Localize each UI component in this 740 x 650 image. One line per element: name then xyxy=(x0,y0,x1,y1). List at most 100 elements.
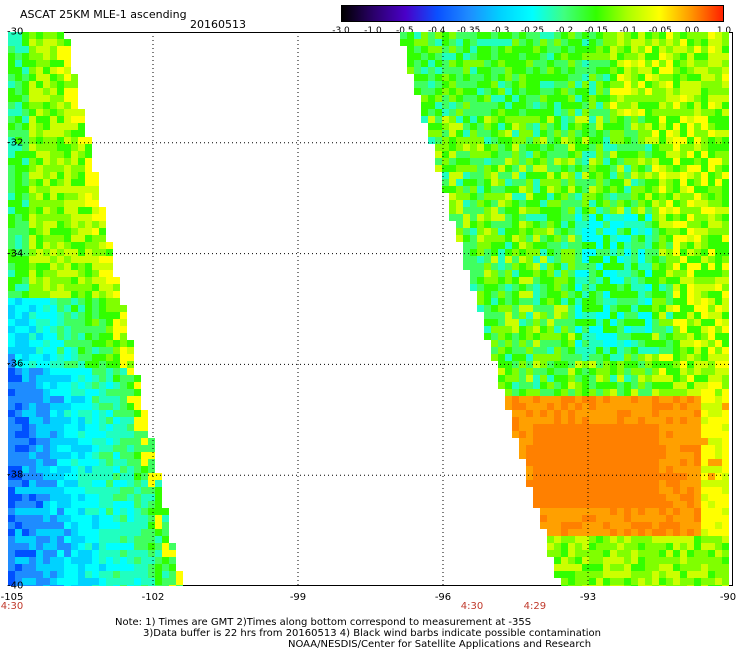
wind-cell xyxy=(589,312,596,319)
wind-cell xyxy=(561,207,568,214)
wind-cell xyxy=(71,501,78,508)
wind-cell xyxy=(442,74,449,81)
wind-cell xyxy=(141,438,148,445)
wind-cell xyxy=(666,200,673,207)
wind-cell xyxy=(631,480,638,487)
wind-cell xyxy=(708,263,715,270)
wind-cell xyxy=(85,144,92,151)
wind-cell xyxy=(715,123,722,130)
wind-cell xyxy=(561,536,568,543)
wind-cell xyxy=(127,487,134,494)
wind-cell xyxy=(526,298,533,305)
wind-cell xyxy=(470,46,477,53)
wind-cell xyxy=(673,305,680,312)
wind-cell xyxy=(57,522,64,529)
wind-cell xyxy=(568,361,575,368)
wind-cell xyxy=(414,32,421,39)
wind-cell xyxy=(540,361,547,368)
wind-cell xyxy=(673,431,680,438)
wind-cell xyxy=(680,347,687,354)
wind-cell xyxy=(498,81,505,88)
wind-cell xyxy=(15,214,22,221)
wind-cell xyxy=(561,242,568,249)
wind-cell xyxy=(29,32,36,39)
wind-cell xyxy=(666,228,673,235)
wind-cell xyxy=(491,256,498,263)
wind-cell xyxy=(99,207,106,214)
wind-cell xyxy=(568,298,575,305)
wind-cell xyxy=(624,368,631,375)
wind-cell xyxy=(85,466,92,473)
wind-cell xyxy=(554,319,561,326)
wind-cell xyxy=(99,249,106,256)
wind-cell xyxy=(50,109,57,116)
wind-cell xyxy=(561,487,568,494)
wind-cell xyxy=(631,501,638,508)
wind-cell xyxy=(505,298,512,305)
wind-cell xyxy=(8,221,15,228)
wind-cell xyxy=(701,529,708,536)
wind-cell xyxy=(694,459,701,466)
wind-cell xyxy=(106,326,113,333)
wind-cell xyxy=(36,235,43,242)
wind-cell xyxy=(85,305,92,312)
wind-cell xyxy=(505,389,512,396)
wind-cell xyxy=(589,221,596,228)
wind-cell xyxy=(533,340,540,347)
wind-cell xyxy=(561,473,568,480)
wind-cell xyxy=(92,424,99,431)
wind-cell xyxy=(554,508,561,515)
wind-cell xyxy=(631,396,638,403)
wind-cell xyxy=(470,144,477,151)
wind-cell xyxy=(638,53,645,60)
wind-cell xyxy=(22,53,29,60)
wind-cell xyxy=(624,123,631,130)
wind-cell xyxy=(652,361,659,368)
wind-cell xyxy=(526,403,533,410)
wind-cell xyxy=(15,46,22,53)
wind-cell xyxy=(512,347,519,354)
wind-cell xyxy=(631,214,638,221)
wind-cell xyxy=(8,333,15,340)
wind-cell xyxy=(463,74,470,81)
wind-cell xyxy=(582,585,589,586)
wind-cell xyxy=(78,564,85,571)
wind-cell xyxy=(568,410,575,417)
wind-cell xyxy=(554,67,561,74)
wind-cell xyxy=(617,459,624,466)
wind-cell xyxy=(43,389,50,396)
wind-cell xyxy=(36,494,43,501)
wind-cell xyxy=(155,550,162,557)
wind-cell xyxy=(36,438,43,445)
wind-cell xyxy=(57,298,64,305)
wind-cell xyxy=(603,109,610,116)
wind-cell xyxy=(715,151,722,158)
wind-cell xyxy=(498,368,505,375)
wind-cell xyxy=(8,137,15,144)
wind-cell xyxy=(673,578,680,585)
wind-cell xyxy=(43,32,50,39)
wind-cell xyxy=(498,326,505,333)
wind-cell xyxy=(498,284,505,291)
wind-cell xyxy=(631,389,638,396)
wind-cell xyxy=(512,403,519,410)
wind-cell xyxy=(120,494,127,501)
wind-cell xyxy=(540,60,547,67)
wind-cell xyxy=(547,235,554,242)
wind-cell xyxy=(687,340,694,347)
wind-cell xyxy=(659,536,666,543)
wind-cell xyxy=(50,410,57,417)
wind-cell xyxy=(407,32,414,39)
wind-cell xyxy=(673,536,680,543)
wind-cell xyxy=(645,312,652,319)
wind-cell xyxy=(155,515,162,522)
wind-cell xyxy=(8,557,15,564)
wind-cell xyxy=(120,389,127,396)
wind-cell xyxy=(568,179,575,186)
wind-cell xyxy=(680,445,687,452)
wind-cell xyxy=(470,60,477,67)
wind-cell xyxy=(603,53,610,60)
wind-cell xyxy=(57,466,64,473)
wind-cell xyxy=(435,67,442,74)
wind-cell xyxy=(603,354,610,361)
